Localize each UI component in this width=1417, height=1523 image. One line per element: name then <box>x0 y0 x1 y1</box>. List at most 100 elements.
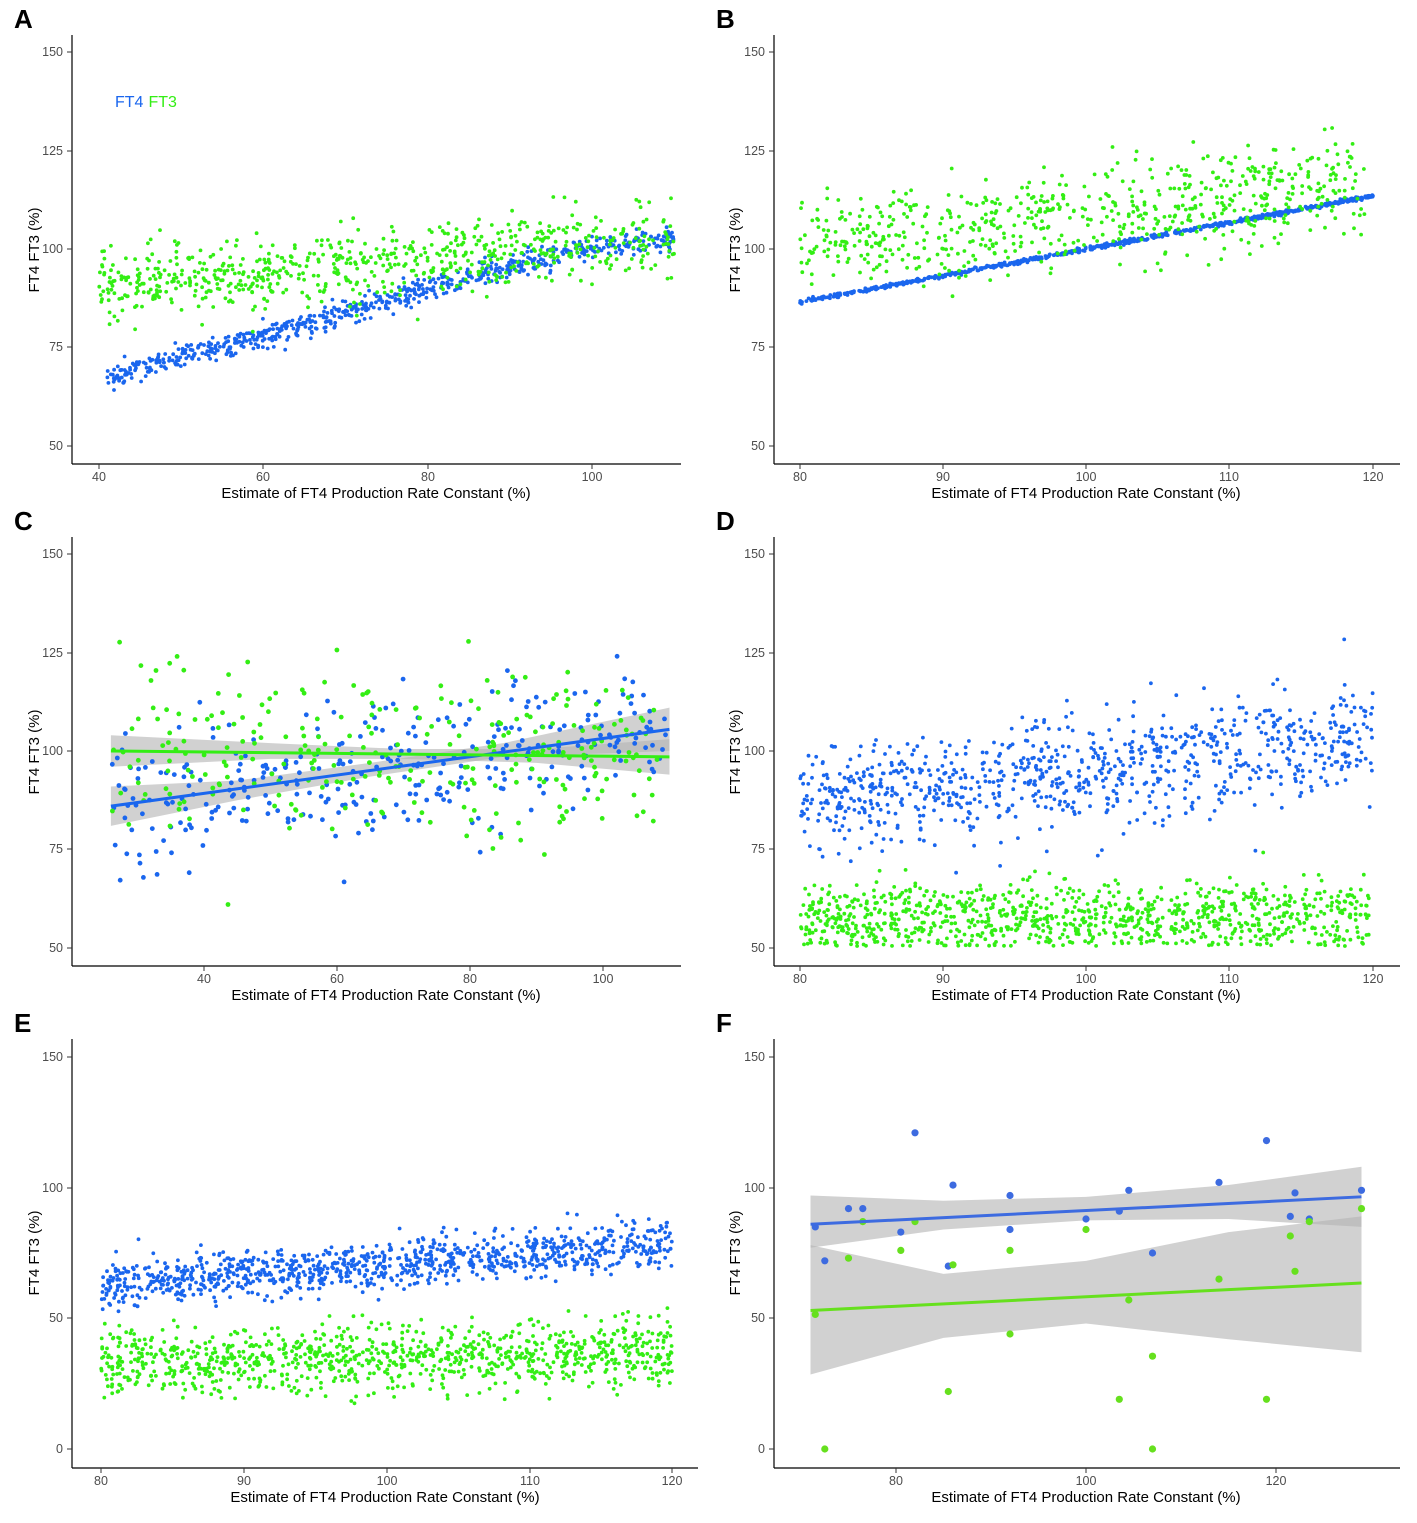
data-point-ft3 <box>905 215 910 219</box>
data-point-ft4 <box>1222 780 1227 784</box>
data-point-ft4 <box>1036 804 1040 808</box>
data-point-ft3 <box>993 201 998 206</box>
data-point-ft3 <box>163 786 169 792</box>
data-point-ft4 <box>424 797 430 803</box>
data-point-ft4 <box>1309 719 1314 723</box>
data-point-ft4 <box>954 870 958 875</box>
data-point-ft4 <box>1049 806 1054 811</box>
data-point-ft4 <box>1352 722 1357 727</box>
data-point-ft4 <box>1219 707 1224 712</box>
data-point-ft3 <box>275 270 279 275</box>
data-point-ft4 <box>972 797 977 802</box>
data-point-ft4 <box>174 362 178 367</box>
data-point-ft3 <box>1180 221 1184 225</box>
data-point-ft4 <box>1339 767 1344 772</box>
data-point-ft3 <box>1290 176 1295 181</box>
data-point-ft4 <box>1159 764 1163 769</box>
data-point-ft4 <box>247 331 251 335</box>
data-point-ft4 <box>1288 743 1293 747</box>
data-point-ft4 <box>1114 749 1119 753</box>
data-point-ft3 <box>366 284 371 288</box>
data-point-ft3 <box>1125 903 1130 908</box>
data-point-ft3 <box>596 249 600 254</box>
data-point-ft4 <box>242 335 247 340</box>
data-point-ft3 <box>1190 930 1195 934</box>
data-point-ft3 <box>608 242 612 247</box>
data-point-ft3 <box>495 689 501 695</box>
data-point-ft4 <box>333 324 337 329</box>
data-point-ft3 <box>462 236 467 241</box>
data-point-ft3 <box>611 236 616 240</box>
data-point-ft3 <box>1187 174 1192 178</box>
data-point-ft3 <box>1115 161 1120 165</box>
data-point-ft3 <box>1185 253 1190 258</box>
data-point-ft4 <box>1154 805 1158 810</box>
data-point-ft3 <box>266 709 271 715</box>
data-point-ft4 <box>465 267 470 272</box>
data-point-ft3 <box>940 216 944 221</box>
data-point-ft3 <box>1308 228 1313 233</box>
data-point-ft4 <box>941 801 945 806</box>
data-point-ft3 <box>803 932 808 937</box>
data-point-ft3 <box>155 283 160 288</box>
data-point-ft3 <box>1057 182 1062 187</box>
data-point-ft3 <box>1284 202 1289 207</box>
data-point-ft3 <box>338 254 343 258</box>
data-point-ft3 <box>824 233 829 238</box>
data-point-ft3 <box>134 303 139 308</box>
data-point-ft4 <box>965 801 970 806</box>
data-point-ft4 <box>1256 776 1261 781</box>
data-point-ft3 <box>305 294 310 298</box>
data-point-ft3 <box>1365 916 1369 920</box>
data-point-ft3 <box>468 698 474 704</box>
data-point-ft3 <box>445 245 449 250</box>
data-point-ft4 <box>949 803 954 808</box>
data-point-ft3 <box>1269 943 1273 948</box>
data-point-ft3 <box>460 230 465 235</box>
data-point-ft3 <box>1335 152 1340 157</box>
data-point-ft4 <box>570 806 576 812</box>
data-point-ft4 <box>1171 787 1175 792</box>
data-point-ft4 <box>413 791 419 797</box>
data-point-ft3 <box>575 221 580 226</box>
data-point-ft4 <box>941 792 946 796</box>
data-point-ft3 <box>304 264 309 269</box>
data-point-ft4 <box>253 342 258 346</box>
data-point-ft3 <box>554 692 559 697</box>
data-point-ft3 <box>334 647 340 653</box>
data-point-ft4 <box>191 354 196 358</box>
data-point-ft4 <box>1077 783 1082 788</box>
data-point-ft4 <box>1342 739 1346 744</box>
data-point-ft3 <box>984 219 989 223</box>
data-point-ft3 <box>348 261 353 266</box>
data-point-ft4 <box>579 763 585 769</box>
data-point-ft3 <box>579 746 585 751</box>
data-point-ft3 <box>969 938 974 943</box>
data-point-ft3 <box>1319 909 1323 914</box>
data-point-ft3 <box>509 243 514 248</box>
data-point-ft4 <box>362 720 368 725</box>
data-point-ft4 <box>416 782 422 788</box>
data-point-ft4 <box>1230 733 1235 737</box>
data-point-ft3 <box>1272 165 1277 170</box>
data-point-ft3 <box>585 245 590 250</box>
data-point-ft3 <box>449 700 454 706</box>
data-point-ft4 <box>882 821 887 825</box>
data-point-ft3 <box>1360 936 1365 940</box>
y-tick-label: 75 <box>751 340 765 354</box>
data-point-ft4 <box>170 799 175 805</box>
data-point-ft3 <box>1358 912 1363 917</box>
data-point-ft3 <box>1210 940 1215 945</box>
data-point-ft4 <box>1308 769 1312 774</box>
data-point-ft4 <box>1038 768 1043 772</box>
panel-c-x-ticks: 40 60 80 100 <box>197 966 613 986</box>
data-point-ft3 <box>1098 197 1103 201</box>
data-point-ft4 <box>258 333 263 338</box>
data-point-ft3 <box>603 688 609 693</box>
data-point-ft3 <box>252 740 257 746</box>
data-point-ft3 <box>598 260 602 264</box>
data-point-ft3 <box>134 291 139 296</box>
data-point-ft3 <box>599 816 605 821</box>
data-point-ft4 <box>1320 753 1324 758</box>
data-point-ft4 <box>544 262 549 267</box>
